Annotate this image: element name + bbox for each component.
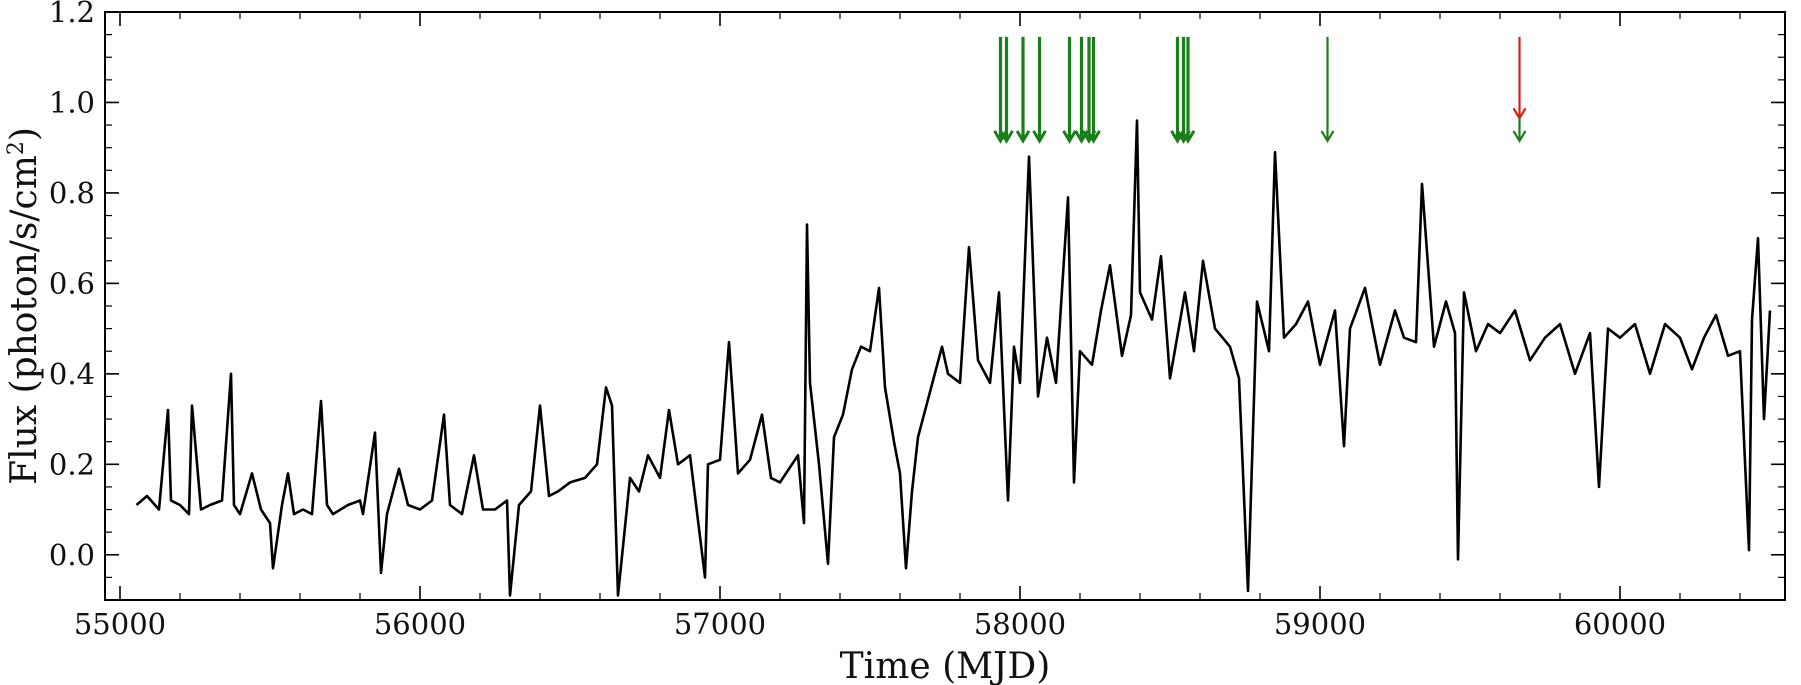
y-tick-label: 0.8 [49,176,95,210]
tick-labels: 55000 56000 57000 58000 59000 60000 0.0 0.2 0.4 0… [49,0,1666,641]
y-axis-label-superscript: 2 [4,141,29,155]
y-tick-label: 0.6 [49,266,95,300]
arrow-head [1062,130,1077,144]
flux-series [135,119,1772,597]
arrow-head [1015,130,1031,144]
green-arrow-marker [1086,36,1101,144]
arrow-head [1320,130,1335,144]
y-tick-label: 1.0 [49,85,95,119]
arrow-head [993,130,1008,144]
arrow-head [1512,130,1527,144]
y-tick-label: 0.2 [49,447,95,481]
event-arrows [993,36,1527,144]
x-tick-label: 55000 [74,607,166,641]
flux-line [135,119,1772,597]
red-arrow-marker [1512,36,1527,121]
x-tick-label: 60000 [1574,607,1666,641]
arrow-head [1512,107,1527,121]
arrow-head [1170,130,1185,144]
x-tick-label: 58000 [974,607,1066,641]
green-arrow-marker [1170,36,1185,144]
green-arrow-marker [1062,36,1077,144]
x-tick-label: 57000 [674,607,766,641]
axis-ticks [105,11,1785,601]
plot-frame [104,11,1786,601]
x-tick-label: 59000 [1274,607,1366,641]
y-axis-label-main: Flux (photon/s/cm [4,155,45,485]
green-arrow-marker [1180,36,1196,144]
arrow-head [1032,130,1047,144]
arrow-head [999,130,1014,144]
arrow-head [1180,130,1196,144]
y-tick-label: 1.2 [49,0,95,29]
green-arrow-marker [1032,36,1047,144]
green-arrow-marker [1015,36,1031,144]
arrow-head [1086,130,1101,144]
green-arrow-marker [999,36,1014,144]
y-tick-label: 0.0 [49,538,95,572]
y-tick-label: 0.4 [49,357,95,391]
y-axis-label-close: ) [4,127,45,141]
x-axis-label: Time (MJD) [840,646,1051,685]
x-tick-label: 56000 [374,607,466,641]
green-arrow-marker [1074,36,1089,144]
green-arrow-marker [1512,118,1527,144]
y-axis-label: Flux (photon/s/cm2) [4,127,45,485]
green-arrow-marker [993,36,1008,144]
green-arrow-marker [1320,36,1335,144]
